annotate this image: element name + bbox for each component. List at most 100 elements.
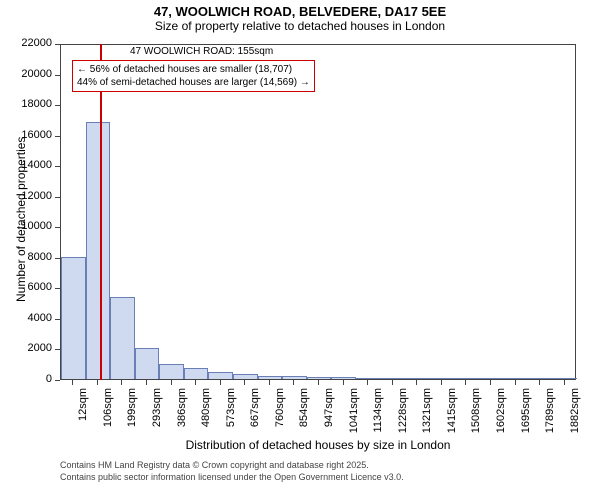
histogram-bar [307, 377, 332, 379]
histogram-bar [110, 297, 135, 379]
chart-title: 47, WOOLWICH ROAD, BELVEDERE, DA17 5EE [0, 4, 600, 19]
y-tick-label: 10000 [7, 220, 52, 232]
x-tick-mark [195, 380, 196, 385]
x-tick-mark [318, 380, 319, 385]
x-tick-label: 386sqm [176, 388, 188, 438]
x-tick-label: 760sqm [274, 388, 286, 438]
y-tick-label: 18000 [7, 98, 52, 110]
x-tick-label: 199sqm [126, 388, 138, 438]
reference-line [100, 44, 102, 380]
x-tick-label: 1134sqm [372, 388, 384, 438]
y-tick-label: 6000 [7, 281, 52, 293]
y-tick-label: 0 [7, 373, 52, 385]
histogram-bar [454, 378, 479, 379]
x-tick-mark [564, 380, 565, 385]
x-tick-mark [441, 380, 442, 385]
y-tick-mark [55, 349, 60, 350]
x-tick-label: 293sqm [151, 388, 163, 438]
x-tick-mark [72, 380, 73, 385]
y-tick-label: 2000 [7, 342, 52, 354]
histogram-bar [430, 378, 455, 379]
histogram-bar [282, 376, 307, 379]
x-tick-label: 1695sqm [520, 388, 532, 438]
histogram-bar [380, 378, 405, 379]
x-tick-mark [293, 380, 294, 385]
x-tick-label: 1321sqm [421, 388, 433, 438]
plot-area [60, 44, 576, 380]
x-tick-mark [269, 380, 270, 385]
y-tick-mark [55, 380, 60, 381]
y-tick-label: 16000 [7, 129, 52, 141]
y-tick-mark [55, 44, 60, 45]
title-block: 47, WOOLWICH ROAD, BELVEDERE, DA17 5EE S… [0, 0, 600, 33]
x-tick-label: 1882sqm [569, 388, 581, 438]
x-tick-label: 667sqm [249, 388, 261, 438]
y-tick-label: 20000 [7, 68, 52, 80]
histogram-bar [503, 378, 528, 379]
x-axis-label: Distribution of detached houses by size … [60, 438, 576, 452]
y-tick-mark [55, 75, 60, 76]
histogram-bar [528, 378, 553, 379]
histogram-bar [86, 122, 111, 379]
footer-line-1: Contains HM Land Registry data © Crown c… [60, 460, 404, 472]
x-tick-label: 106sqm [102, 388, 114, 438]
y-tick-mark [55, 227, 60, 228]
y-tick-mark [55, 136, 60, 137]
x-tick-label: 1415sqm [446, 388, 458, 438]
histogram-bar [135, 348, 160, 379]
x-tick-mark [220, 380, 221, 385]
x-tick-mark [416, 380, 417, 385]
footer-attribution: Contains HM Land Registry data © Crown c… [60, 460, 404, 483]
x-tick-label: 573sqm [225, 388, 237, 438]
annotation-line-2: 44% of semi-detached houses are larger (… [77, 76, 310, 89]
chart-subtitle: Size of property relative to detached ho… [0, 19, 600, 33]
x-tick-mark [515, 380, 516, 385]
x-tick-mark [121, 380, 122, 385]
x-tick-mark [343, 380, 344, 385]
histogram-bar [331, 377, 356, 379]
x-tick-mark [171, 380, 172, 385]
x-tick-mark [465, 380, 466, 385]
x-tick-label: 1228sqm [397, 388, 409, 438]
y-tick-mark [55, 258, 60, 259]
histogram-bar [159, 364, 184, 379]
y-tick-mark [55, 319, 60, 320]
y-tick-label: 8000 [7, 251, 52, 263]
histogram-bar [184, 368, 209, 379]
x-tick-mark [392, 380, 393, 385]
histogram-bar [61, 257, 86, 379]
y-tick-mark [55, 166, 60, 167]
x-tick-label: 1602sqm [495, 388, 507, 438]
x-tick-mark [367, 380, 368, 385]
x-tick-mark [539, 380, 540, 385]
x-tick-label: 1508sqm [470, 388, 482, 438]
annotation-box: ← 56% of detached houses are smaller (18… [72, 60, 315, 92]
y-tick-mark [55, 288, 60, 289]
x-tick-label: 1789sqm [544, 388, 556, 438]
histogram-bar [208, 372, 233, 379]
x-tick-label: 854sqm [298, 388, 310, 438]
reference-line-label: 47 WOOLWICH ROAD: 155sqm [130, 46, 273, 57]
histogram-bar [356, 378, 381, 379]
histogram-bar [233, 374, 258, 379]
histogram-bar [552, 378, 577, 379]
y-tick-label: 12000 [7, 190, 52, 202]
x-tick-label: 12sqm [77, 388, 89, 438]
histogram-bar [258, 376, 283, 379]
annotation-line-1: ← 56% of detached houses are smaller (18… [77, 63, 310, 76]
y-tick-mark [55, 197, 60, 198]
x-tick-label: 480sqm [200, 388, 212, 438]
y-tick-mark [55, 105, 60, 106]
y-tick-label: 22000 [7, 37, 52, 49]
x-tick-mark [146, 380, 147, 385]
x-tick-label: 947sqm [323, 388, 335, 438]
histogram-bar [405, 378, 430, 379]
x-tick-label: 1041sqm [348, 388, 360, 438]
x-tick-mark [490, 380, 491, 385]
histogram-bar [479, 378, 504, 379]
footer-line-2: Contains public sector information licen… [60, 472, 404, 484]
y-tick-label: 14000 [7, 159, 52, 171]
x-tick-mark [97, 380, 98, 385]
y-tick-label: 4000 [7, 312, 52, 324]
x-tick-mark [244, 380, 245, 385]
